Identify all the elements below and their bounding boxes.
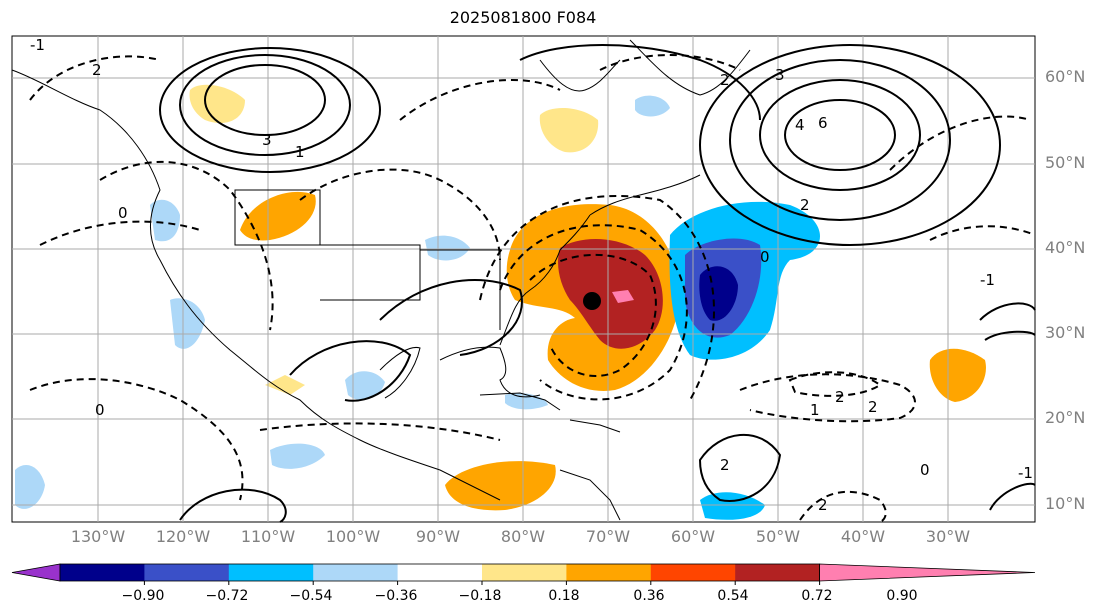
colorbar-tick-label: −0.90: [121, 588, 165, 604]
dashed-contours: [29, 54, 1036, 523]
colorbar-tick-label: 0.90: [886, 588, 918, 604]
contour-label: -1: [30, 36, 45, 54]
lat-label-20n: 20°N: [1045, 408, 1086, 427]
contour-label: 0: [95, 401, 105, 419]
colorbar-outline: [59, 563, 820, 582]
lon-label-90w: 90°W: [415, 527, 461, 546]
contour-label: 0: [118, 204, 128, 222]
cold-anomaly-plains: [425, 235, 470, 261]
lon-label-70w: 70°W: [585, 527, 631, 546]
lon-label-40w: 40°W: [840, 527, 886, 546]
very-strong-warm-anomaly: [612, 290, 634, 303]
colorbar-bin: [650, 564, 736, 581]
storm-center-marker: [583, 292, 601, 310]
lat-label-30n: 30°N: [1045, 323, 1086, 342]
colorbar-tick-label: 0.36: [633, 588, 665, 604]
strong-warm-anomaly: [558, 238, 663, 349]
map-title: 2025081800 F084: [449, 8, 597, 27]
very-strong-cold-anomaly: [699, 266, 738, 321]
colorbar-tick-label: 0.72: [801, 588, 833, 604]
colorbar-tick-label: −0.72: [205, 588, 249, 604]
cold-anomaly-tropical-atlantic: [700, 492, 765, 520]
cold-anomaly-caribbean: [505, 393, 548, 410]
lat-label-40n: 40°N: [1045, 238, 1086, 257]
colorbar-max-extension: [819, 563, 1036, 582]
lon-label-100w: 100°W: [325, 527, 381, 546]
solid-contours: [159, 44, 1036, 523]
colorbar: [11, 563, 1036, 585]
contour-label: 2: [92, 61, 102, 79]
warm-anomaly-mexico: [265, 375, 305, 395]
lon-label-30w: 30°W: [925, 527, 971, 546]
colorbar-bin: [735, 564, 821, 581]
cold-anomaly-far-pacific: [15, 465, 45, 509]
lon-label-80w: 80°W: [500, 527, 546, 546]
contour-label: 1: [810, 401, 820, 419]
warm-anomaly-central-atlantic: [929, 348, 986, 402]
warm-anomaly-labrador: [539, 108, 599, 153]
colorbar-tick-label: −0.18: [458, 588, 502, 604]
contour-label: 2: [868, 398, 878, 416]
lat-label-50n: 50°N: [1045, 153, 1086, 172]
colorbar-tick-label: 0.18: [548, 588, 580, 604]
colorbar-bin: [228, 564, 314, 581]
contour-label: 2: [720, 71, 730, 89]
colorbar-tick-label: 0.54: [717, 588, 749, 604]
cold-anomaly-pacific: [170, 298, 205, 349]
contour-label: -1: [980, 271, 995, 289]
colorbar-bin: [313, 564, 399, 581]
contour-labels: -1 2 3 1 0 2 3 4 6 2 0 -1 0 2 2 1 2 0 -1…: [30, 36, 1033, 514]
contour-label: 3: [262, 131, 272, 149]
cold-anomaly-eastern-pacific: [270, 443, 325, 469]
warm-anomaly-northwest-us: [240, 191, 316, 241]
contour-label: 2: [835, 388, 845, 406]
cold-anomaly-pacific-coast: [150, 199, 180, 242]
lon-label-60w: 60°W: [670, 527, 716, 546]
warm-anomaly-central-america: [445, 461, 556, 511]
contour-label: 2: [720, 456, 730, 474]
contour-label: 0: [760, 248, 770, 266]
lat-label-60n: 60°N: [1045, 67, 1086, 86]
lon-label-120w: 120°W: [155, 527, 211, 546]
contour-label: 2: [818, 496, 828, 514]
lon-label-130w: 130°W: [70, 527, 126, 546]
lat-label-10n: 10°N: [1045, 494, 1086, 513]
cold-anomaly-gulf: [345, 371, 385, 401]
contour-label: -1: [1018, 464, 1033, 482]
cold-anomaly-greenland: [635, 95, 670, 117]
colorbar-min-extension: [11, 563, 61, 582]
contour-label: 2: [800, 196, 810, 214]
contour-label: 0: [920, 461, 930, 479]
lon-label-110w: 110°W: [240, 527, 296, 546]
colorbar-bin: [397, 564, 483, 581]
contour-label: 4: [795, 116, 805, 134]
colorbar-bin: [144, 564, 230, 581]
colorbar-bin: [482, 564, 567, 581]
colorbar-bin: [60, 564, 145, 581]
contour-label: 1: [295, 143, 305, 161]
colorbar-bin: [566, 564, 652, 581]
lon-label-50w: 50°W: [755, 527, 801, 546]
colorbar-tick-label: −0.36: [374, 588, 418, 604]
warm-anomaly-alaska: [189, 84, 245, 124]
contour-label: 3: [775, 66, 785, 84]
contour-label: 6: [818, 114, 828, 132]
colorbar-tick-label: −0.54: [289, 588, 333, 604]
